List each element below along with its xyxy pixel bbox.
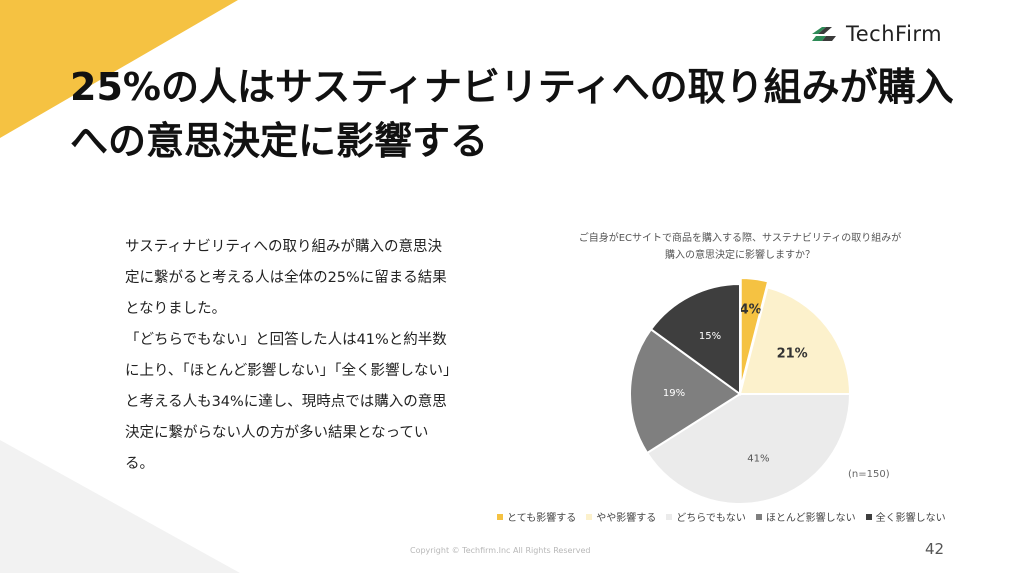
- legend-item: どちらでもない: [666, 509, 746, 524]
- pie-slice: [649, 282, 741, 396]
- gray-corner-triangle: [0, 440, 240, 573]
- yellow-corner-triangle: [0, 0, 238, 138]
- legend-swatch: [666, 513, 673, 520]
- chart-title: ご自身がECサイトで商品を購入する際、サステナビリティの取り組みが 購入の意思決…: [540, 230, 940, 264]
- body-paragraph-2: 「どちらでもない」と回答した人は41%と約半数に上り、「ほとんど影響しない」「全…: [125, 332, 451, 472]
- sample-size-note: (n=150): [848, 469, 890, 480]
- body-text: サスティナビリティへの取り組みが購入の意思決定に繋がると考える人は全体の25%に…: [125, 232, 455, 480]
- legend-label: とても影響する: [507, 513, 577, 524]
- logo-text: TechFirm: [846, 22, 943, 46]
- body-paragraph-1: サスティナビリティへの取り組みが購入の意思決定に繋がると考える人は全体の25%に…: [125, 239, 447, 317]
- copyright-footer: Copyright © Techfirm.Inc All Rights Rese…: [410, 546, 591, 555]
- pie-slice-label: 4%: [740, 302, 762, 317]
- chart-title-line-2: 購入の意思決定に影響しますか？: [665, 250, 815, 261]
- legend-swatch: [586, 513, 593, 520]
- legend-item: ほとんど影響しない: [755, 509, 856, 524]
- pie-slice: [738, 286, 852, 395]
- legend-swatch: [755, 513, 762, 520]
- slide-title: 25%の人はサスティナビリティへの取り組みが購入への意思決定に影響する: [70, 65, 954, 163]
- pie-slice-label: 19%: [663, 388, 685, 399]
- page-number: 42: [925, 540, 945, 558]
- legend-label: ほとんど影響しない: [765, 513, 856, 524]
- pie-slice-label: 41%: [747, 453, 769, 464]
- pie-slice-label: 21%: [777, 347, 808, 362]
- legend-item: とても影響する: [497, 509, 576, 524]
- chart-legend: とても影響する やや影響する どちらでもない ほとんど影響しない 全く影響しない: [497, 509, 946, 524]
- pie-slice-label: 15%: [699, 331, 721, 342]
- legend-label: どちらでもない: [676, 513, 746, 524]
- legend-label: 全く影響しない: [875, 513, 946, 524]
- chart-title-line-1: ご自身がECサイトで商品を購入する際、サステナビリティの取り組みが: [578, 233, 902, 244]
- legend-item: 全く影響しない: [865, 509, 946, 524]
- techfirm-logo: TechFirm: [810, 20, 942, 48]
- legend-label: やや影響する: [596, 513, 657, 524]
- legend-swatch: [865, 513, 872, 520]
- pie-slice: [629, 327, 742, 455]
- techfirm-logo-icon: [812, 27, 836, 41]
- legend-swatch: [497, 513, 503, 520]
- legend-item: やや影響する: [586, 509, 656, 524]
